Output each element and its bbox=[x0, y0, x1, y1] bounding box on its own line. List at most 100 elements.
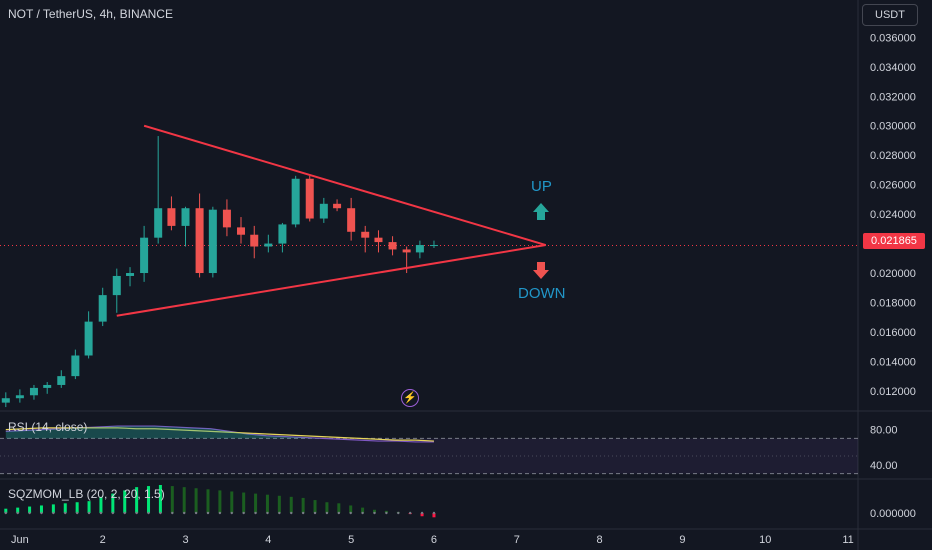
annotation-arrows bbox=[533, 203, 549, 279]
candle bbox=[237, 217, 246, 244]
candle bbox=[347, 197, 356, 241]
up-label: UP bbox=[531, 178, 552, 195]
sqz-bar bbox=[325, 502, 329, 513]
candle-body bbox=[195, 208, 204, 274]
down-label: DOWN bbox=[518, 285, 566, 302]
price-tick-label: 0.012000 bbox=[870, 386, 916, 398]
sqz-dot bbox=[266, 511, 269, 515]
price-tick-label: 0.028000 bbox=[870, 150, 916, 162]
arrow-up-icon bbox=[533, 203, 549, 220]
sqz-dot bbox=[111, 511, 115, 515]
sqz-dot bbox=[408, 511, 412, 515]
candle-body bbox=[388, 242, 397, 250]
candle-body bbox=[208, 209, 217, 274]
price-axis: 0.012000 0.014000 0.016000 0.018000 0.020000… bbox=[870, 32, 916, 397]
candle-body bbox=[415, 245, 424, 253]
candle bbox=[195, 193, 204, 278]
sqzmom-pane: 0.000000 bbox=[4, 485, 916, 520]
sqz-bar bbox=[432, 513, 436, 518]
candle-body bbox=[1, 398, 10, 403]
sqz-dot bbox=[254, 511, 257, 515]
trendline-upper bbox=[143, 124, 547, 246]
candle bbox=[43, 382, 52, 394]
sqz-dot bbox=[373, 511, 376, 515]
sqz-dot bbox=[52, 511, 55, 515]
last-price-tag: 0.021865 bbox=[863, 233, 925, 249]
lightning-icon[interactable]: ⚡ bbox=[401, 389, 419, 407]
sqz-dot bbox=[123, 511, 126, 515]
candle bbox=[264, 234, 273, 253]
sqz-bar bbox=[182, 487, 186, 513]
sqz-bar bbox=[111, 493, 115, 513]
sqz-dot bbox=[290, 511, 293, 515]
candle-body bbox=[181, 208, 190, 226]
sqz-dot bbox=[40, 511, 43, 515]
candle bbox=[167, 196, 176, 231]
sqz-bar bbox=[99, 496, 103, 513]
sqz-tick-label: 0.000000 bbox=[870, 508, 916, 520]
price-tick-label: 0.014000 bbox=[870, 356, 916, 368]
candle bbox=[208, 206, 217, 278]
candle bbox=[29, 384, 38, 400]
candle-body bbox=[126, 273, 135, 276]
sqz-dot bbox=[16, 511, 19, 515]
sqz-bar bbox=[420, 513, 424, 517]
candle-body bbox=[305, 178, 314, 219]
sqz-bar bbox=[265, 494, 269, 513]
sqz-bar bbox=[301, 497, 305, 513]
candle bbox=[140, 225, 149, 282]
candle bbox=[291, 175, 300, 228]
sqz-bar bbox=[51, 504, 55, 513]
sqz-dot bbox=[385, 511, 388, 515]
sqz-dot bbox=[361, 511, 364, 515]
sqz-bar bbox=[158, 485, 162, 513]
triangle-trendlines bbox=[116, 124, 547, 317]
trendline-lower bbox=[116, 244, 546, 317]
time-tick-label: 8 bbox=[597, 534, 603, 546]
candle-body bbox=[347, 208, 356, 232]
sqz-bar bbox=[277, 495, 281, 513]
candle bbox=[361, 225, 370, 253]
candle bbox=[84, 311, 93, 359]
sqz-bar bbox=[135, 487, 139, 513]
candle-body bbox=[154, 208, 163, 238]
sqz-dot bbox=[278, 511, 281, 515]
candle bbox=[429, 240, 438, 248]
candle-body bbox=[98, 295, 107, 322]
candle bbox=[126, 267, 135, 287]
time-tick-label: 10 bbox=[759, 534, 771, 546]
time-tick-label: 9 bbox=[679, 534, 685, 546]
sqz-dot bbox=[420, 511, 424, 515]
sqz-dot bbox=[242, 511, 245, 515]
sqz-dot bbox=[337, 511, 341, 515]
time-tick-label: Jun bbox=[11, 534, 29, 546]
sqz-dot bbox=[159, 511, 162, 515]
candle-body bbox=[57, 376, 66, 385]
time-tick-label: 5 bbox=[348, 534, 354, 546]
sqz-bar bbox=[194, 488, 198, 513]
rsi-tick-label: 40.00 bbox=[870, 460, 898, 472]
candle-body bbox=[250, 234, 259, 247]
time-tick-label: 2 bbox=[100, 534, 106, 546]
sqz-dot bbox=[194, 511, 198, 515]
candle-body bbox=[71, 355, 80, 377]
candle bbox=[154, 136, 163, 244]
candle-body bbox=[333, 203, 342, 209]
candle-body bbox=[167, 208, 176, 226]
price-tick-label: 0.020000 bbox=[870, 268, 916, 280]
candle bbox=[98, 287, 107, 327]
sqz-dot bbox=[432, 511, 436, 515]
currency-button[interactable]: USDT bbox=[862, 4, 918, 26]
sqz-bar bbox=[337, 503, 341, 513]
sqz-bar bbox=[373, 509, 377, 513]
sqz-bar bbox=[313, 500, 317, 513]
sqz-bar bbox=[87, 501, 91, 513]
sqz-bar bbox=[230, 491, 234, 513]
sqz-dot bbox=[397, 511, 400, 515]
price-tick-label: 0.032000 bbox=[870, 91, 916, 103]
chart-title: NOT / TetherUS, 4h, BINANCE bbox=[8, 7, 173, 21]
price-tick-label: 0.030000 bbox=[870, 121, 916, 133]
price-tick-label: 0.034000 bbox=[870, 62, 916, 74]
